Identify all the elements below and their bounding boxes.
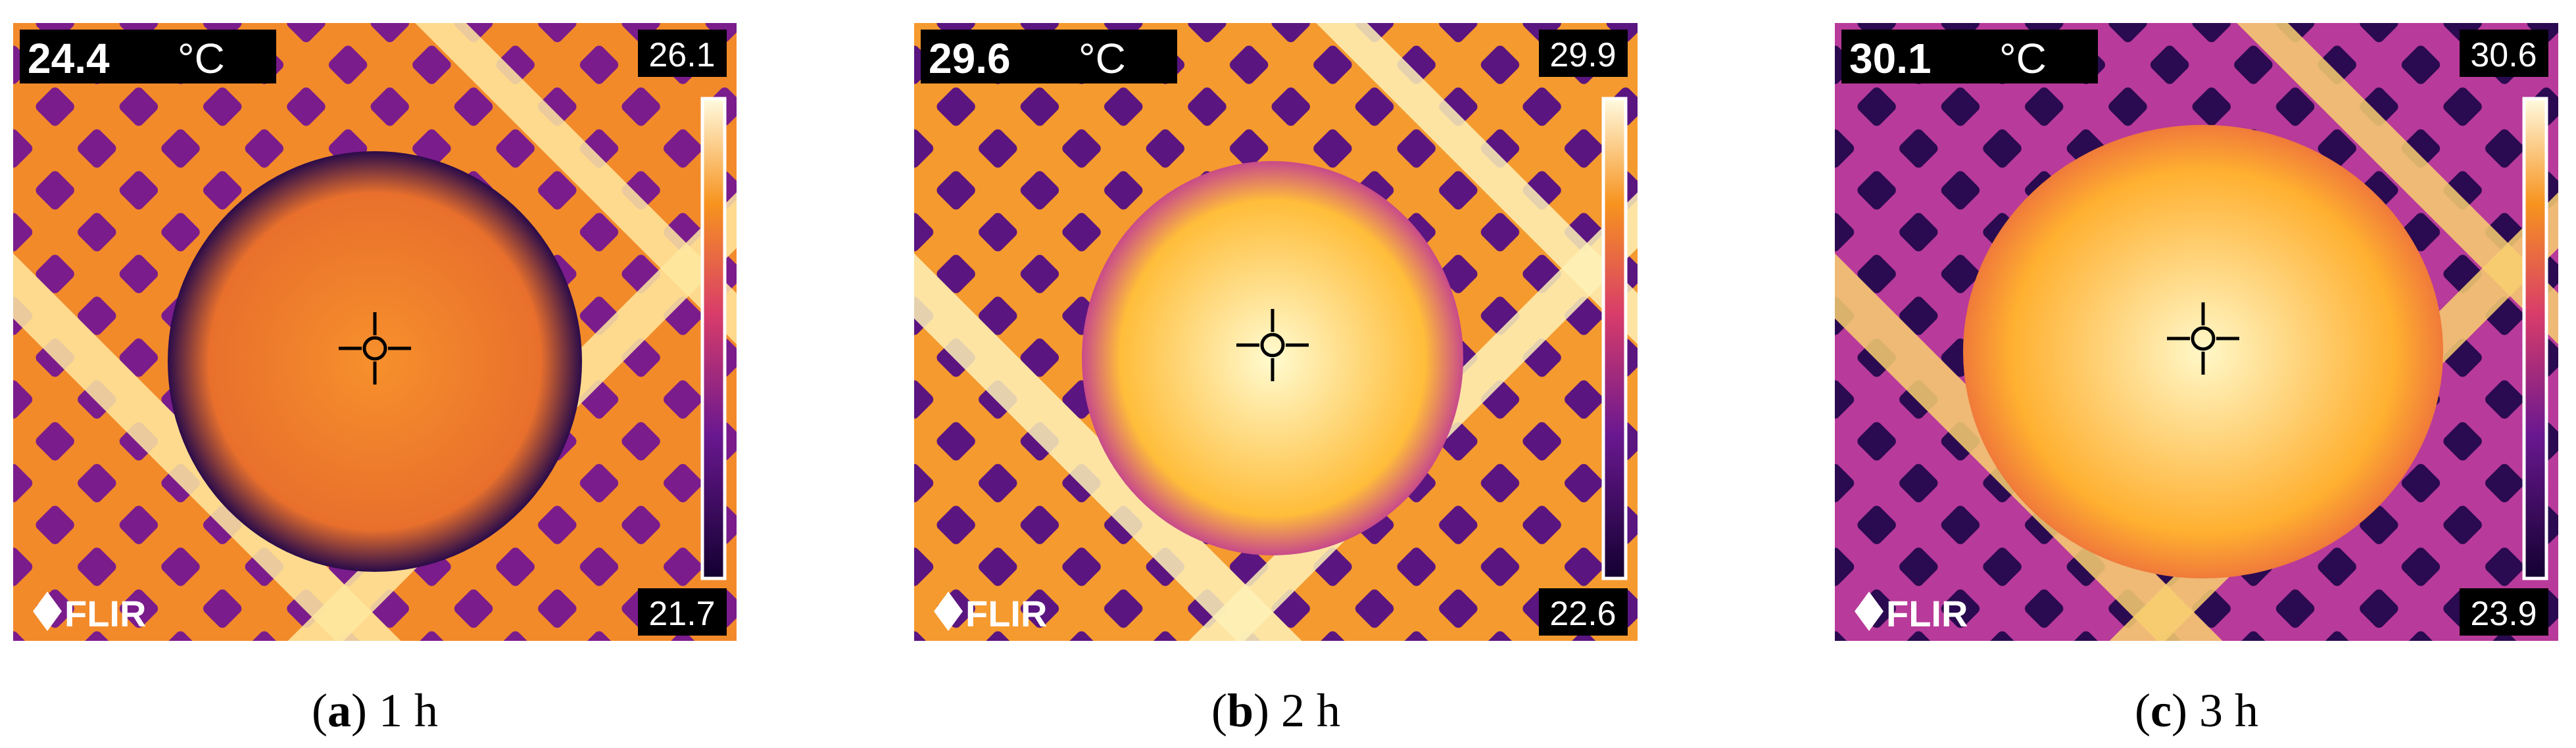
spot-box <box>1841 30 2098 83</box>
caption: (a) 1 h <box>312 684 438 737</box>
color-bar <box>2522 97 2548 580</box>
thermal-panel: 30.1 °C 30.6 23.9 FLIR <box>1835 23 2558 641</box>
logo: FLIR <box>64 593 146 634</box>
logo: FLIR <box>1886 593 1968 634</box>
caption: (b) 2 h <box>1211 684 1340 737</box>
caption-letter: c <box>2151 684 2172 737</box>
scale-min: 23.9 <box>2470 595 2537 633</box>
caption-text: ) 2 h <box>1253 684 1340 737</box>
color-bar <box>1601 97 1628 580</box>
logo-icon <box>1855 592 1883 631</box>
crosshair <box>2167 302 2239 375</box>
caption: (c) 3 h <box>2135 684 2258 737</box>
thermal-panel: 24.4 °C 26.1 21.7 FLIR <box>13 23 737 641</box>
spot-unit: °C <box>1079 35 1126 82</box>
color-bar <box>700 97 727 580</box>
min-box <box>638 588 727 636</box>
caption-text: ) 3 h <box>2172 684 2258 737</box>
thermal-panel: 29.6 °C 29.9 22.6 FLIR <box>914 23 1638 641</box>
spot-unit: °C <box>1999 35 2047 82</box>
spot-temp: 24.4 <box>28 35 110 82</box>
max-box <box>2460 30 2548 77</box>
caption-letter: b <box>1227 684 1253 737</box>
max-box <box>638 30 727 77</box>
crosshair <box>339 312 411 385</box>
spot-unit: °C <box>178 35 225 82</box>
scale-max: 26.1 <box>648 36 715 74</box>
warm-band <box>914 253 1302 641</box>
spot-box <box>20 30 276 83</box>
scale-min: 22.6 <box>1549 595 1616 633</box>
caption-letter: a <box>328 684 351 737</box>
logo: FLIR <box>965 593 1047 634</box>
logo-icon <box>934 592 963 631</box>
caption-text: ) 1 h <box>351 684 438 737</box>
spot-temp: 30.1 <box>1849 35 1932 82</box>
caption-prefix: ( <box>312 684 328 737</box>
spot-temp: 29.6 <box>929 35 1011 82</box>
scale-max: 30.6 <box>2470 36 2537 74</box>
max-box <box>1539 30 1628 77</box>
caption-prefix: ( <box>1211 684 1227 737</box>
logo-icon <box>33 592 62 631</box>
min-box <box>1539 588 1628 636</box>
caption-prefix: ( <box>2135 684 2151 737</box>
scale-max: 29.9 <box>1549 36 1616 74</box>
crosshair <box>1236 309 1309 381</box>
spot-box <box>921 30 1177 83</box>
scale-min: 21.7 <box>648 595 715 633</box>
min-box <box>2460 588 2548 636</box>
